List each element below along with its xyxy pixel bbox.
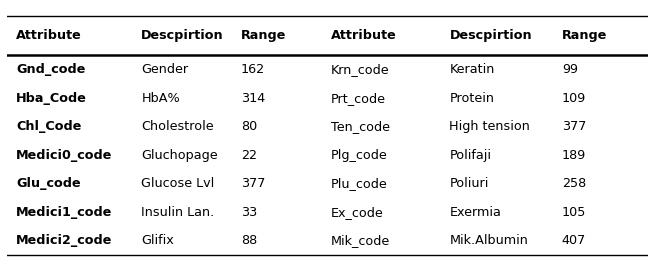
Text: Descpirtion: Descpirtion	[449, 29, 532, 42]
Text: 377: 377	[241, 177, 265, 190]
Text: 22: 22	[241, 149, 257, 162]
Text: 189: 189	[562, 149, 586, 162]
Text: 162: 162	[241, 63, 265, 76]
Text: Chl_Code: Chl_Code	[16, 120, 82, 133]
Text: Medici0_code: Medici0_code	[16, 149, 113, 162]
Text: HbA%: HbA%	[141, 92, 180, 105]
Text: Medici2_code: Medici2_code	[16, 234, 113, 247]
Text: Mik_code: Mik_code	[331, 234, 390, 247]
Text: Range: Range	[562, 29, 607, 42]
Text: Descpirtion: Descpirtion	[141, 29, 224, 42]
Text: Plu_code: Plu_code	[331, 177, 388, 190]
Text: Polifaji: Polifaji	[449, 149, 491, 162]
Text: Exermia: Exermia	[449, 206, 501, 219]
Text: Keratin: Keratin	[449, 63, 495, 76]
Text: 314: 314	[241, 92, 265, 105]
Text: Glu_code: Glu_code	[16, 177, 81, 190]
Text: Protein: Protein	[449, 92, 495, 105]
Text: Glifix: Glifix	[141, 234, 174, 247]
Text: Hba_Code: Hba_Code	[16, 92, 87, 105]
Text: Mik.Albumin: Mik.Albumin	[449, 234, 529, 247]
Text: Insulin Lan.: Insulin Lan.	[141, 206, 215, 219]
Text: Cholestrole: Cholestrole	[141, 120, 214, 133]
Text: Attribute: Attribute	[16, 29, 82, 42]
Text: Gluchopage: Gluchopage	[141, 149, 218, 162]
Text: 99: 99	[562, 63, 578, 76]
Text: Medici1_code: Medici1_code	[16, 206, 113, 219]
Text: Attribute: Attribute	[331, 29, 396, 42]
Text: 33: 33	[241, 206, 257, 219]
Text: 88: 88	[241, 234, 257, 247]
Text: 105: 105	[562, 206, 586, 219]
FancyBboxPatch shape	[7, 16, 648, 255]
Text: Ten_code: Ten_code	[331, 120, 390, 133]
Text: High tension: High tension	[449, 120, 531, 133]
Text: Poliuri: Poliuri	[449, 177, 489, 190]
Text: 80: 80	[241, 120, 257, 133]
Text: 258: 258	[562, 177, 586, 190]
Text: Ex_code: Ex_code	[331, 206, 383, 219]
Text: Krn_code: Krn_code	[331, 63, 389, 76]
Text: Prt_code: Prt_code	[331, 92, 386, 105]
Text: Range: Range	[241, 29, 286, 42]
Text: 109: 109	[562, 92, 586, 105]
Text: Plg_code: Plg_code	[331, 149, 388, 162]
Text: Glucose Lvl: Glucose Lvl	[141, 177, 215, 190]
Text: 407: 407	[562, 234, 586, 247]
Text: Gender: Gender	[141, 63, 189, 76]
Text: Gnd_code: Gnd_code	[16, 63, 86, 76]
Text: 377: 377	[562, 120, 586, 133]
